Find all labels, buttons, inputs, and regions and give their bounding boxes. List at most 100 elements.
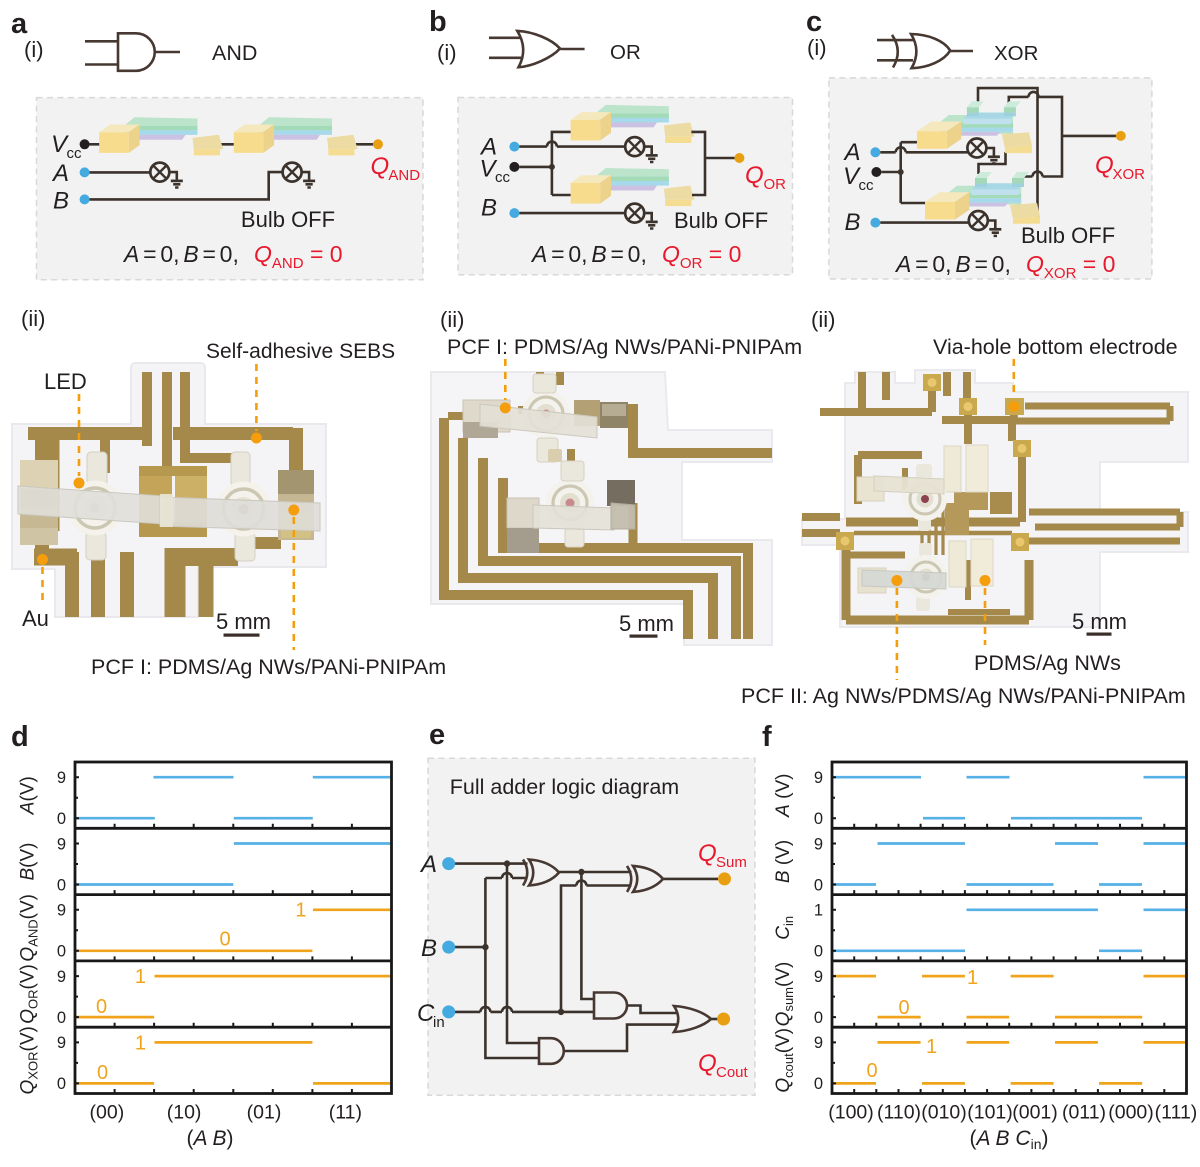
svg-text:B: B bbox=[53, 187, 69, 214]
svg-text:PCF I: PDMS/Ag NWs/PANi-PNIPAm: PCF I: PDMS/Ag NWs/PANi-PNIPAm bbox=[447, 335, 802, 359]
svg-text:Cout: Cout bbox=[716, 1064, 749, 1081]
svg-text:(01): (01) bbox=[247, 1102, 282, 1124]
svg-text:0: 0 bbox=[57, 943, 66, 961]
svg-text:cc: cc bbox=[67, 145, 83, 162]
svg-text:0: 0 bbox=[814, 810, 823, 828]
svg-text:PDMS/Ag NWs: PDMS/Ag NWs bbox=[974, 651, 1121, 675]
svg-text:Bulb OFF: Bulb OFF bbox=[241, 207, 335, 232]
svg-text:1: 1 bbox=[926, 1036, 937, 1058]
svg-text:1: 1 bbox=[967, 967, 978, 989]
svg-text:9: 9 bbox=[57, 968, 66, 986]
svg-text:B: B bbox=[481, 194, 497, 221]
svg-text:(010): (010) bbox=[921, 1102, 967, 1124]
svg-text:Q: Q bbox=[745, 162, 764, 189]
svg-text:Sum: Sum bbox=[716, 854, 747, 871]
svg-text:Full adder logic diagram: Full adder logic diagram bbox=[450, 775, 679, 799]
svg-text:0: 0 bbox=[219, 929, 230, 951]
svg-text:Q: Q bbox=[371, 153, 390, 180]
svg-text:QXOR(V): QXOR(V) bbox=[18, 1026, 41, 1094]
svg-text:Via-hole bottom electrode: Via-hole bottom electrode bbox=[933, 335, 1178, 359]
svg-text:B: B bbox=[845, 209, 861, 236]
svg-text:V: V bbox=[843, 163, 861, 190]
svg-text:Bulb OFF: Bulb OFF bbox=[674, 208, 768, 233]
svg-text:A = 0, B = 0,: A = 0, B = 0, bbox=[122, 241, 239, 267]
svg-text:(ii): (ii) bbox=[811, 307, 835, 332]
svg-text:0: 0 bbox=[866, 1060, 877, 1082]
svg-text:1: 1 bbox=[135, 1033, 146, 1055]
svg-text:0: 0 bbox=[57, 876, 66, 894]
svg-text:Qsum(V): Qsum(V) bbox=[773, 962, 796, 1027]
svg-text:PCF II: Ag NWs/PDMS/Ag NWs/PAN: PCF II: Ag NWs/PDMS/Ag NWs/PANi-PNIPAm bbox=[741, 684, 1186, 708]
svg-text:cc: cc bbox=[859, 177, 875, 194]
svg-text:(100): (100) bbox=[828, 1102, 874, 1124]
svg-text:0: 0 bbox=[57, 1075, 66, 1093]
svg-text:A: A bbox=[419, 851, 437, 878]
svg-text:(00): (00) bbox=[90, 1102, 125, 1124]
svg-text:(10): (10) bbox=[167, 1102, 202, 1124]
svg-text:(011): (011) bbox=[1062, 1102, 1106, 1124]
svg-text:A(V): A(V) bbox=[18, 776, 39, 815]
svg-text:5 mm: 5 mm bbox=[216, 609, 271, 634]
svg-text:1: 1 bbox=[295, 900, 306, 922]
svg-text:(101): (101) bbox=[967, 1102, 1013, 1124]
svg-text:9: 9 bbox=[57, 835, 66, 853]
svg-text:QXOR = 0: QXOR = 0 bbox=[1026, 251, 1115, 282]
svg-text:e: e bbox=[429, 719, 445, 751]
svg-text:Self-adhesive SEBS: Self-adhesive SEBS bbox=[206, 340, 395, 363]
svg-text:QAND(V): QAND(V) bbox=[18, 894, 41, 962]
svg-text:(ii): (ii) bbox=[21, 306, 45, 331]
svg-text:(i): (i) bbox=[807, 35, 827, 60]
svg-text:d: d bbox=[11, 721, 29, 753]
svg-text:9: 9 bbox=[57, 1034, 66, 1052]
svg-text:(11): (11) bbox=[329, 1102, 362, 1124]
svg-text:1: 1 bbox=[814, 902, 823, 920]
svg-text:Cin: Cin bbox=[773, 916, 796, 940]
svg-text:0: 0 bbox=[57, 810, 66, 828]
svg-text:A = 0, B = 0,: A = 0, B = 0, bbox=[530, 241, 647, 267]
svg-text:Q: Q bbox=[1095, 152, 1114, 179]
svg-text:Q: Q bbox=[698, 1050, 717, 1077]
svg-text:5 mm: 5 mm bbox=[619, 611, 674, 636]
svg-text:Bulb OFF: Bulb OFF bbox=[1021, 223, 1115, 248]
svg-text:Qcout(V): Qcout(V) bbox=[773, 1028, 796, 1093]
svg-text:B(V): B(V) bbox=[18, 842, 39, 880]
svg-text:9: 9 bbox=[814, 769, 823, 787]
svg-text:b: b bbox=[429, 6, 447, 38]
svg-text:A: A bbox=[51, 160, 69, 187]
svg-text:AND: AND bbox=[212, 41, 257, 65]
svg-text:OR: OR bbox=[610, 41, 641, 64]
svg-text:9: 9 bbox=[814, 835, 823, 853]
svg-text:QOR(V): QOR(V) bbox=[18, 964, 41, 1024]
svg-text:9: 9 bbox=[814, 968, 823, 986]
svg-text:V: V bbox=[51, 131, 69, 158]
svg-text:0: 0 bbox=[814, 1009, 823, 1027]
svg-text:9: 9 bbox=[57, 769, 66, 787]
svg-text:A: A bbox=[479, 133, 497, 160]
svg-text:AND: AND bbox=[388, 167, 420, 184]
svg-text:XOR: XOR bbox=[994, 42, 1038, 65]
svg-text:(A B): (A B) bbox=[186, 1127, 233, 1150]
svg-text:XOR: XOR bbox=[1113, 166, 1146, 183]
svg-text:QOR = 0: QOR = 0 bbox=[662, 241, 741, 272]
svg-text:Au: Au bbox=[22, 606, 49, 631]
svg-text:(111): (111) bbox=[1155, 1102, 1198, 1124]
svg-text:B (V): B (V) bbox=[773, 840, 794, 883]
svg-text:Q: Q bbox=[698, 840, 717, 867]
svg-text:9: 9 bbox=[57, 902, 66, 920]
svg-text:cc: cc bbox=[495, 169, 511, 186]
svg-text:0: 0 bbox=[97, 1062, 108, 1084]
svg-text:9: 9 bbox=[814, 1034, 823, 1052]
svg-text:0: 0 bbox=[898, 997, 909, 1019]
svg-text:(ii): (ii) bbox=[440, 307, 464, 332]
svg-text:0: 0 bbox=[814, 943, 823, 961]
svg-text:0: 0 bbox=[57, 1009, 66, 1027]
svg-text:PCF I: PDMS/Ag NWs/PANi-PNIPAm: PCF I: PDMS/Ag NWs/PANi-PNIPAm bbox=[91, 655, 446, 679]
svg-text:A: A bbox=[843, 139, 861, 166]
svg-text:A (V): A (V) bbox=[773, 774, 794, 818]
svg-text:C: C bbox=[417, 1000, 435, 1027]
svg-text:0: 0 bbox=[96, 996, 107, 1018]
svg-text:V: V bbox=[480, 155, 498, 182]
svg-text:A = 0, B = 0,: A = 0, B = 0, bbox=[894, 251, 1011, 277]
svg-text:f: f bbox=[762, 721, 772, 753]
svg-text:LED: LED bbox=[44, 369, 87, 394]
